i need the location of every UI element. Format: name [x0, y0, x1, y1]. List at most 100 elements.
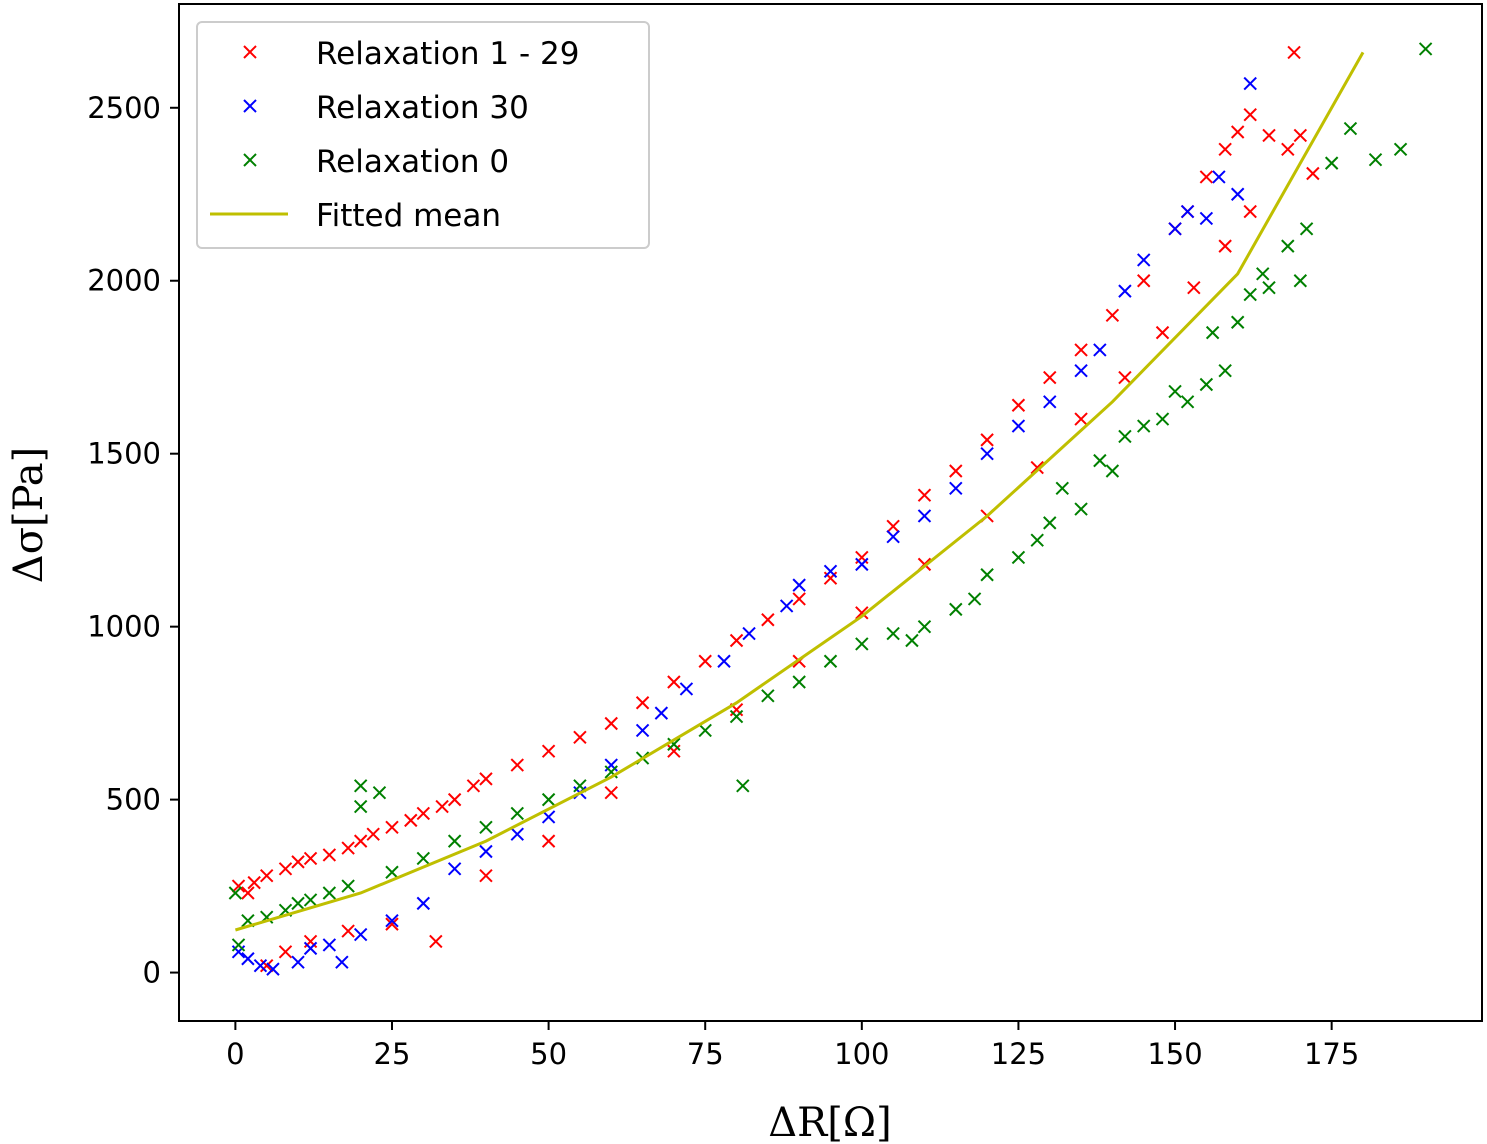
point-relaxation-1-29: [1074, 412, 1088, 426]
x-tick-label: 125: [991, 1037, 1046, 1071]
point-relaxation-1-29: [1218, 142, 1232, 156]
point-relaxation-0: [322, 886, 337, 900]
point-relaxation-0: [303, 893, 318, 907]
point-relaxation-1-29: [1287, 45, 1301, 60]
point-relaxation-0: [1074, 502, 1088, 516]
point-relaxation-1-29: [259, 869, 274, 883]
point-relaxation-1-29: [1105, 308, 1120, 323]
point-relaxation-30: [1212, 170, 1226, 184]
point-relaxation-0: [1118, 429, 1132, 444]
point-relaxation-1-29: [1218, 239, 1232, 253]
point-relaxation-1-29: [1155, 325, 1170, 340]
point-relaxation-0: [761, 689, 775, 703]
point-relaxation-30: [1074, 363, 1088, 378]
point-relaxation-1-29: [366, 827, 380, 841]
point-relaxation-0: [1324, 156, 1339, 170]
point-relaxation-1-29: [278, 862, 293, 876]
point-relaxation-30: [792, 578, 806, 592]
point-relaxation-30: [654, 706, 669, 720]
point-relaxation-1-29: [416, 806, 431, 821]
y-tick-label: 1500: [87, 437, 161, 471]
y-tick-label: 2000: [87, 264, 161, 298]
point-relaxation-1-29: [1074, 343, 1088, 357]
x-tick-label: 150: [1147, 1037, 1202, 1071]
point-relaxation-30: [917, 509, 932, 523]
point-relaxation-1-29: [573, 730, 587, 745]
point-relaxation-30: [353, 927, 368, 942]
point-relaxation-30: [1168, 222, 1182, 236]
point-relaxation-0: [1299, 222, 1314, 236]
point-relaxation-0: [980, 568, 994, 582]
point-relaxation-30: [322, 938, 337, 952]
point-relaxation-30: [1137, 253, 1151, 267]
point-relaxation-30: [385, 913, 399, 928]
point-relaxation-30: [886, 530, 900, 544]
legend-markers: [210, 45, 288, 216]
point-relaxation-0: [949, 602, 963, 617]
point-relaxation-30: [855, 557, 869, 572]
point-relaxation-1-29: [353, 834, 368, 848]
point-relaxation-30: [717, 654, 731, 668]
point-relaxation-0: [385, 865, 399, 879]
point-relaxation-1-29: [241, 886, 255, 900]
legend-label-relaxation-1-29: Relaxation 1 - 29: [316, 36, 579, 72]
point-relaxation-0: [353, 779, 368, 793]
point-relaxation-1-29: [1043, 370, 1057, 385]
x-tick-label: 175: [1304, 1037, 1359, 1071]
legend-label-relaxation-0: Relaxation 0: [316, 144, 509, 180]
point-relaxation-0: [886, 626, 900, 641]
point-relaxation-30: [447, 862, 462, 876]
point-relaxation-0: [1168, 384, 1182, 399]
point-relaxation-1-29: [259, 958, 274, 973]
point-relaxation-1-29: [698, 654, 712, 668]
point-relaxation-0: [1030, 533, 1044, 547]
legend-marker-3: [243, 153, 257, 167]
y-tick-label: 1000: [87, 610, 161, 644]
point-relaxation-1-29: [1030, 460, 1044, 475]
point-relaxation-30: [266, 962, 280, 976]
point-relaxation-1-29: [1137, 274, 1151, 288]
point-relaxation-0: [291, 896, 305, 911]
plot-frame: [178, 3, 1483, 1022]
point-relaxation-30: [980, 446, 994, 461]
point-relaxation-0: [667, 737, 681, 751]
point-relaxation-0: [917, 619, 932, 634]
point-relaxation-30: [416, 896, 431, 911]
point-relaxation-1-29: [792, 592, 806, 606]
point-relaxation-30: [679, 682, 694, 696]
point-relaxation-0: [1043, 516, 1057, 530]
point-relaxation-0: [736, 779, 750, 793]
point-relaxation-1-29: [322, 848, 337, 862]
point-relaxation-0: [1137, 419, 1151, 433]
point-relaxation-0: [1256, 267, 1270, 281]
point-relaxation-1-29: [1118, 370, 1132, 385]
point-relaxation-0: [510, 806, 524, 821]
point-relaxation-30: [779, 599, 794, 613]
point-relaxation-0: [1199, 377, 1214, 392]
legend-marker-1: [243, 45, 257, 59]
point-relaxation-1-29: [635, 696, 650, 710]
point-relaxation-1-29: [479, 772, 493, 786]
point-relaxation-1-29: [341, 841, 355, 855]
point-relaxation-0: [729, 709, 744, 724]
legend-frame: [196, 21, 650, 249]
fitted-mean-line: [234, 51, 1365, 932]
point-relaxation-30: [1093, 343, 1107, 357]
point-relaxation-1-29: [435, 799, 449, 814]
point-relaxation-0: [353, 799, 368, 814]
point-relaxation-30: [253, 958, 268, 973]
point-relaxation-0: [541, 792, 556, 807]
x-tick-label: 0: [226, 1037, 244, 1071]
point-relaxation-1-29: [303, 851, 318, 866]
point-relaxation-0: [792, 675, 806, 689]
point-relaxation-1-29: [404, 813, 418, 828]
point-relaxation-1-29: [385, 820, 399, 834]
point-relaxation-1-29: [247, 875, 261, 890]
point-relaxation-1-29: [278, 945, 293, 959]
point-relaxation-30: [1243, 76, 1257, 91]
point-relaxation-0: [228, 886, 243, 900]
point-relaxation-0: [1418, 42, 1433, 56]
point-relaxation-1-29: [1243, 204, 1257, 219]
point-relaxation-0: [1218, 363, 1232, 378]
